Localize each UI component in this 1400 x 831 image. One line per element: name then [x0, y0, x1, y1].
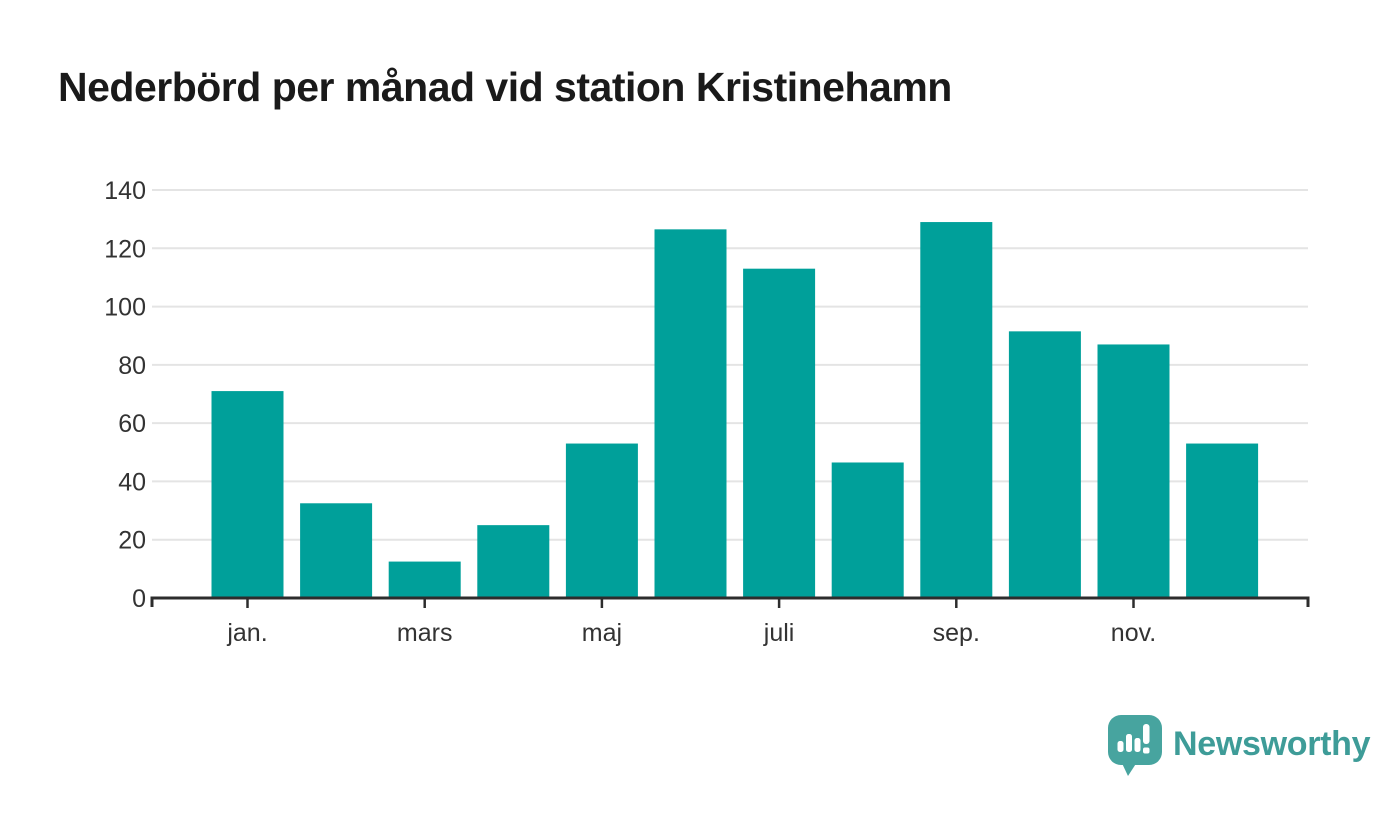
bar-feb. — [300, 503, 373, 598]
x-axis-tick-label: mars — [397, 619, 453, 647]
bar-sep. — [920, 222, 993, 599]
x-axis-line — [150, 596, 1310, 607]
y-axis-tick-label: 140 — [104, 177, 146, 205]
chart-title: Nederbörd per månad vid station Kristine… — [58, 64, 952, 110]
y-axis-tick-label: 60 — [118, 410, 146, 438]
y-axis-tick-label: 80 — [118, 352, 146, 380]
x-axis-tick-label: jan. — [226, 619, 267, 647]
newsworthy-wordmark: Newsworthy — [1173, 725, 1371, 763]
y-axis-tick-label: 20 — [118, 527, 146, 555]
y-axis-tick-label: 0 — [132, 585, 146, 613]
y-axis-tick-label: 100 — [104, 294, 146, 322]
y-axis-tick-label: 120 — [104, 235, 146, 263]
x-axis-tick-label: maj — [582, 619, 622, 647]
bar-juni — [654, 229, 727, 599]
bar-dec. — [1186, 443, 1259, 598]
bar-okt. — [1008, 331, 1081, 598]
bar-jan. — [211, 391, 284, 598]
y-axis-tick-label: 40 — [118, 468, 146, 496]
x-axis-tick-label: juli — [763, 619, 795, 647]
bar-juli — [743, 268, 816, 598]
bar-chart-canvas: 0 20 40 60 80 100 120 140 jan. mars maj juli sep. nov… — [104, 177, 1310, 647]
bar-maj — [565, 443, 638, 598]
newsworthy-logo-icon — [1108, 715, 1162, 783]
bar-aug. — [831, 462, 904, 598]
x-axis-tick-label: sep. — [933, 619, 980, 647]
branding: Newsworthy — [1108, 715, 1371, 783]
bar-nov. — [1097, 344, 1170, 598]
bar-mars — [388, 561, 461, 598]
x-axis-tick-label: nov. — [1111, 619, 1156, 647]
bar-apr. — [477, 525, 550, 598]
